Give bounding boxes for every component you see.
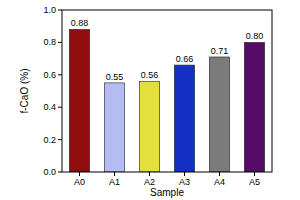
plot-frame (62, 10, 272, 172)
x-axis-title: Sample (150, 187, 184, 198)
data-label: 0.71 (211, 46, 229, 56)
x-tick-label: A3 (179, 177, 190, 187)
x-tick (79, 172, 80, 176)
y-tick-label: 0.0 (43, 167, 56, 177)
data-label: 0.88 (71, 18, 89, 28)
x-tick-label: A1 (109, 177, 120, 187)
bars (69, 29, 264, 172)
x-tick (184, 172, 185, 176)
y-tick-label: 0.8 (43, 37, 56, 47)
y-tick-label: 0.4 (43, 102, 56, 112)
y-tick-label: 1.0 (43, 5, 56, 15)
y-axis-title: f-CaO (%) (19, 69, 30, 114)
x-tick-label: A5 (249, 177, 260, 187)
y-tick-label: 0.6 (43, 70, 56, 80)
y-tick (58, 10, 62, 11)
bar (244, 42, 264, 172)
data-label: 0.55 (106, 72, 124, 82)
chart: 0.0 0.2 0.4 0.6 0.8 1.0 A0 A1 A2 A3 A4 A5 0.88 0.55 0.… (0, 0, 300, 200)
x-tick (114, 172, 115, 176)
bar (174, 65, 194, 172)
y-tick (58, 139, 62, 140)
chart-container: 0.0 0.2 0.4 0.6 0.8 1.0 A0 A1 A2 A3 A4 A5 0.88 0.55 0.… (0, 0, 300, 200)
x-tick-label: A4 (214, 177, 225, 187)
data-label: 0.56 (141, 70, 159, 80)
page: {"chart_data": {"type": "bar", "x_label"… (0, 0, 300, 200)
x-tick-label: A2 (144, 177, 155, 187)
x-tick-label: A0 (74, 177, 85, 187)
y-tick (58, 42, 62, 43)
y-tick (58, 74, 62, 75)
data-label: 0.80 (246, 31, 264, 41)
x-tick (254, 172, 255, 176)
y-tick (58, 172, 62, 173)
bar (209, 57, 229, 172)
y-tick (58, 107, 62, 108)
bar (69, 29, 89, 172)
x-tick (219, 172, 220, 176)
data-label: 0.66 (176, 54, 194, 64)
x-tick (149, 172, 150, 176)
bar (139, 81, 159, 172)
y-tick-label: 0.2 (43, 135, 56, 145)
bar (104, 83, 124, 172)
